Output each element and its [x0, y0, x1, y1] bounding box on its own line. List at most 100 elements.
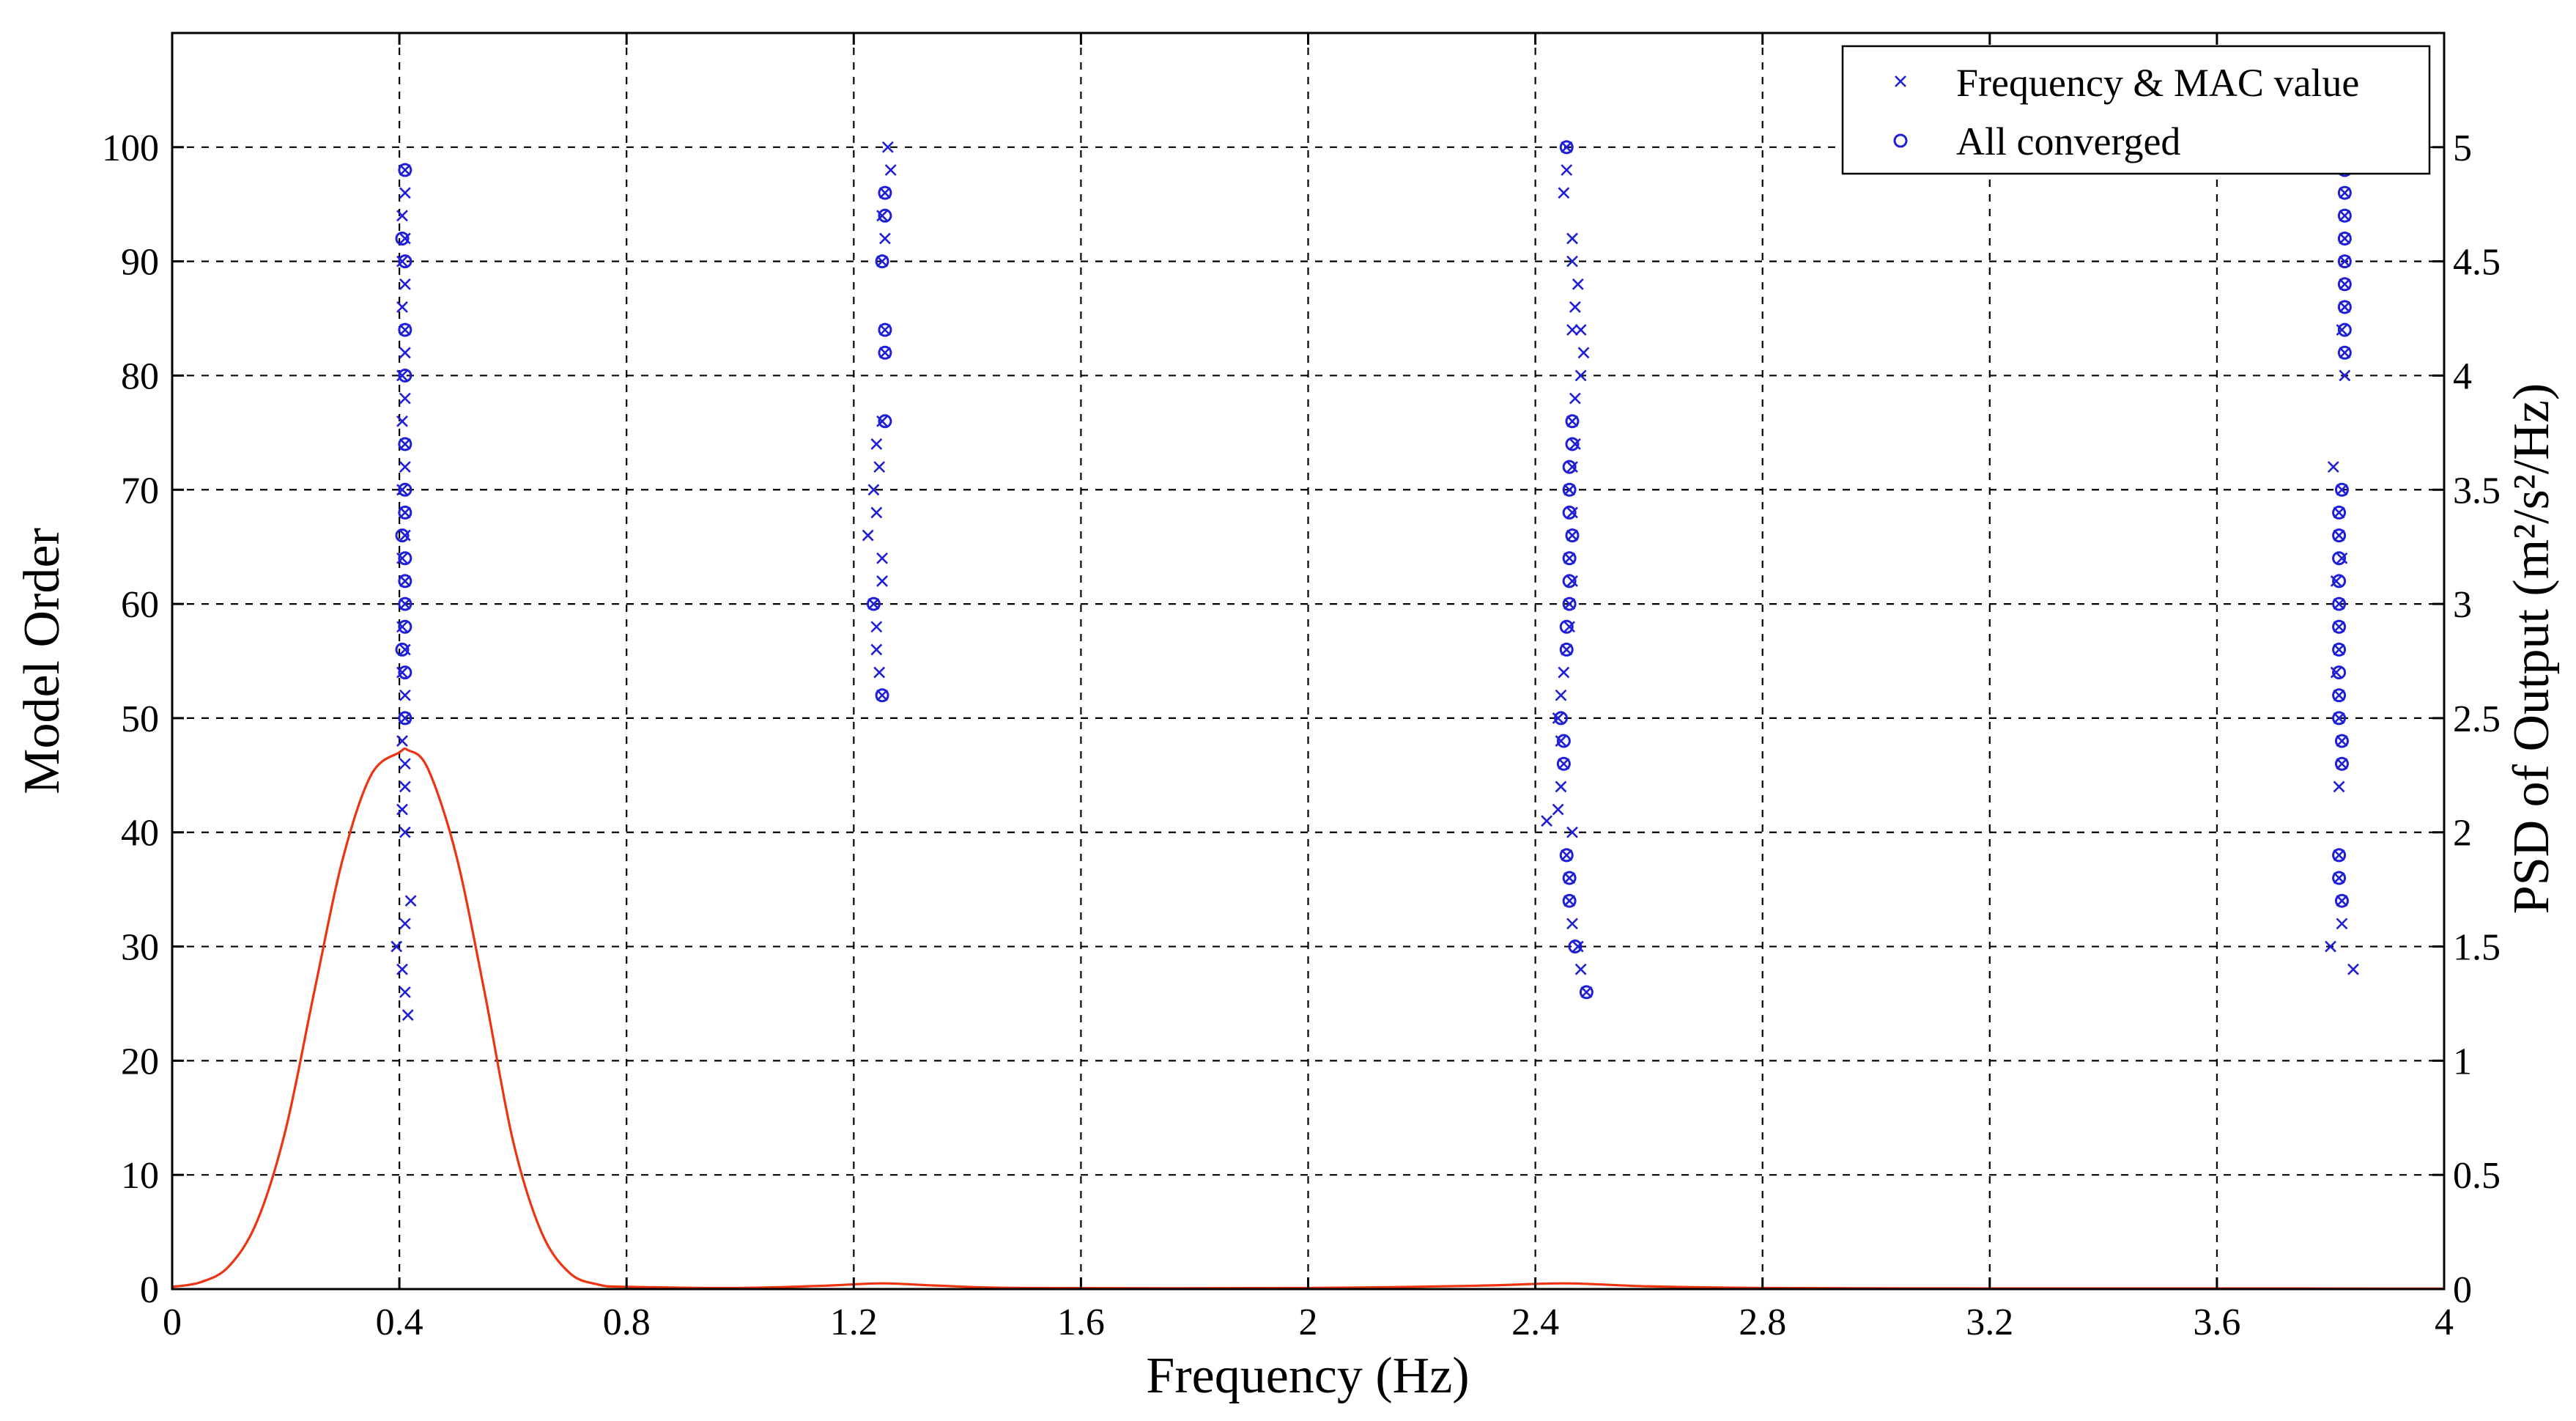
cross-stroke — [396, 666, 408, 679]
cross-stroke — [1566, 255, 1578, 267]
cross-stroke — [391, 940, 403, 953]
cross-stroke — [1541, 815, 1553, 827]
circle-marker — [1562, 597, 1577, 611]
circle-marker — [878, 208, 892, 223]
cross-marker — [1572, 278, 1584, 290]
cross-marker — [1566, 575, 1578, 587]
cross-stroke — [876, 210, 888, 222]
cross-stroke — [870, 643, 883, 656]
cross-marker — [399, 278, 411, 290]
cross-stroke — [876, 552, 888, 564]
cross-marker — [876, 210, 888, 222]
cross-marker — [399, 826, 411, 838]
y-right-tick-label: 0 — [2453, 1269, 2472, 1311]
psd-line — [171, 747, 2445, 1290]
cross-marker — [2336, 918, 2348, 930]
x-axis-label: Frequency (Hz) — [1146, 1348, 1469, 1404]
y-axis-label-right: PSD of Output (m²/s²/Hz) — [2503, 383, 2560, 914]
cross-marker — [870, 643, 883, 656]
cross-marker — [2330, 575, 2342, 587]
cross-marker — [1574, 324, 1587, 336]
cross-stroke — [2347, 963, 2359, 975]
cross-stroke — [1574, 324, 1587, 336]
marker-layer — [391, 140, 2359, 1021]
circle-marker — [1559, 848, 1574, 863]
y-tick-label: 80 — [121, 355, 159, 397]
cross-marker — [396, 369, 408, 382]
cross-marker — [1574, 963, 1587, 975]
circle-marker — [1556, 734, 1571, 748]
circle-marker — [1553, 711, 1568, 726]
legend-x-marker-icon — [1895, 75, 1906, 87]
circle-marker — [2332, 574, 2347, 588]
circle-marker — [1565, 414, 1580, 429]
cross-marker — [396, 484, 408, 496]
cross-marker — [2333, 780, 2345, 793]
cross-stroke — [1566, 918, 1578, 930]
cross-marker — [1566, 255, 1578, 267]
cross-stroke — [396, 210, 408, 222]
cross-stroke — [881, 141, 894, 153]
circle-marker — [1565, 528, 1580, 543]
cross-marker — [399, 758, 411, 770]
cross-stroke — [396, 415, 408, 427]
cross-marker — [2336, 324, 2348, 336]
circle-marker — [2332, 688, 2347, 703]
circle-marker — [398, 619, 412, 634]
cross-marker — [396, 803, 408, 816]
circle-marker — [1562, 893, 1577, 908]
y-tick-label: 60 — [121, 584, 159, 626]
psd-line-layer — [171, 747, 2445, 1290]
cross-stroke — [399, 232, 411, 245]
cross-marker — [2325, 940, 2336, 953]
cross-stroke — [879, 232, 891, 245]
plot-frame — [171, 32, 2446, 1291]
cross-marker — [873, 461, 886, 473]
legend-box — [1841, 45, 2431, 175]
cross-stroke — [396, 735, 408, 747]
circle-marker — [1568, 940, 1583, 954]
cross-stroke — [1572, 278, 1584, 290]
cross-marker — [2327, 461, 2339, 473]
cross-stroke — [2327, 461, 2339, 473]
y-tick-label: 20 — [121, 1041, 159, 1082]
y-tick-label: 50 — [121, 698, 159, 740]
legend: Frequency & MAC value All converged — [1841, 45, 2431, 175]
cross-marker — [396, 666, 408, 679]
circle-marker — [398, 482, 412, 497]
cross-marker — [396, 210, 408, 222]
cross-marker — [396, 621, 408, 633]
circle-marker — [1565, 437, 1580, 451]
cross-marker — [1566, 918, 1578, 930]
y-tick-label: 90 — [121, 242, 159, 284]
circle-marker — [2337, 277, 2352, 292]
circle-marker — [1579, 985, 1594, 1000]
cross-stroke — [1574, 963, 1587, 975]
cross-marker — [396, 963, 408, 975]
y-right-tick-label: 0.5 — [2453, 1155, 2501, 1197]
y-right-tick-label: 1.5 — [2453, 927, 2501, 969]
circle-marker — [2332, 642, 2347, 657]
cross-marker — [867, 484, 880, 496]
cross-marker — [1552, 712, 1564, 724]
cross-marker — [870, 506, 883, 519]
circle-marker — [1559, 619, 1574, 634]
cross-stroke — [2330, 666, 2342, 679]
cross-stroke — [1558, 187, 1570, 199]
y-right-tick-label: 5 — [2453, 128, 2472, 169]
circle-marker — [1559, 642, 1574, 657]
cross-marker — [1566, 826, 1578, 838]
cross-stroke — [1566, 461, 1578, 473]
circle-marker — [398, 163, 412, 177]
cross-stroke — [876, 415, 888, 427]
cross-marker — [399, 780, 411, 793]
cross-stroke — [1566, 826, 1578, 838]
cross-stroke — [1577, 347, 1590, 359]
circle-marker — [398, 505, 412, 520]
cross-stroke — [396, 301, 408, 313]
circle-marker — [1562, 574, 1577, 588]
cross-stroke — [1569, 438, 1581, 450]
cross-marker — [1558, 666, 1570, 679]
grid-lines — [172, 33, 2444, 1289]
cross-marker — [1555, 735, 1567, 747]
